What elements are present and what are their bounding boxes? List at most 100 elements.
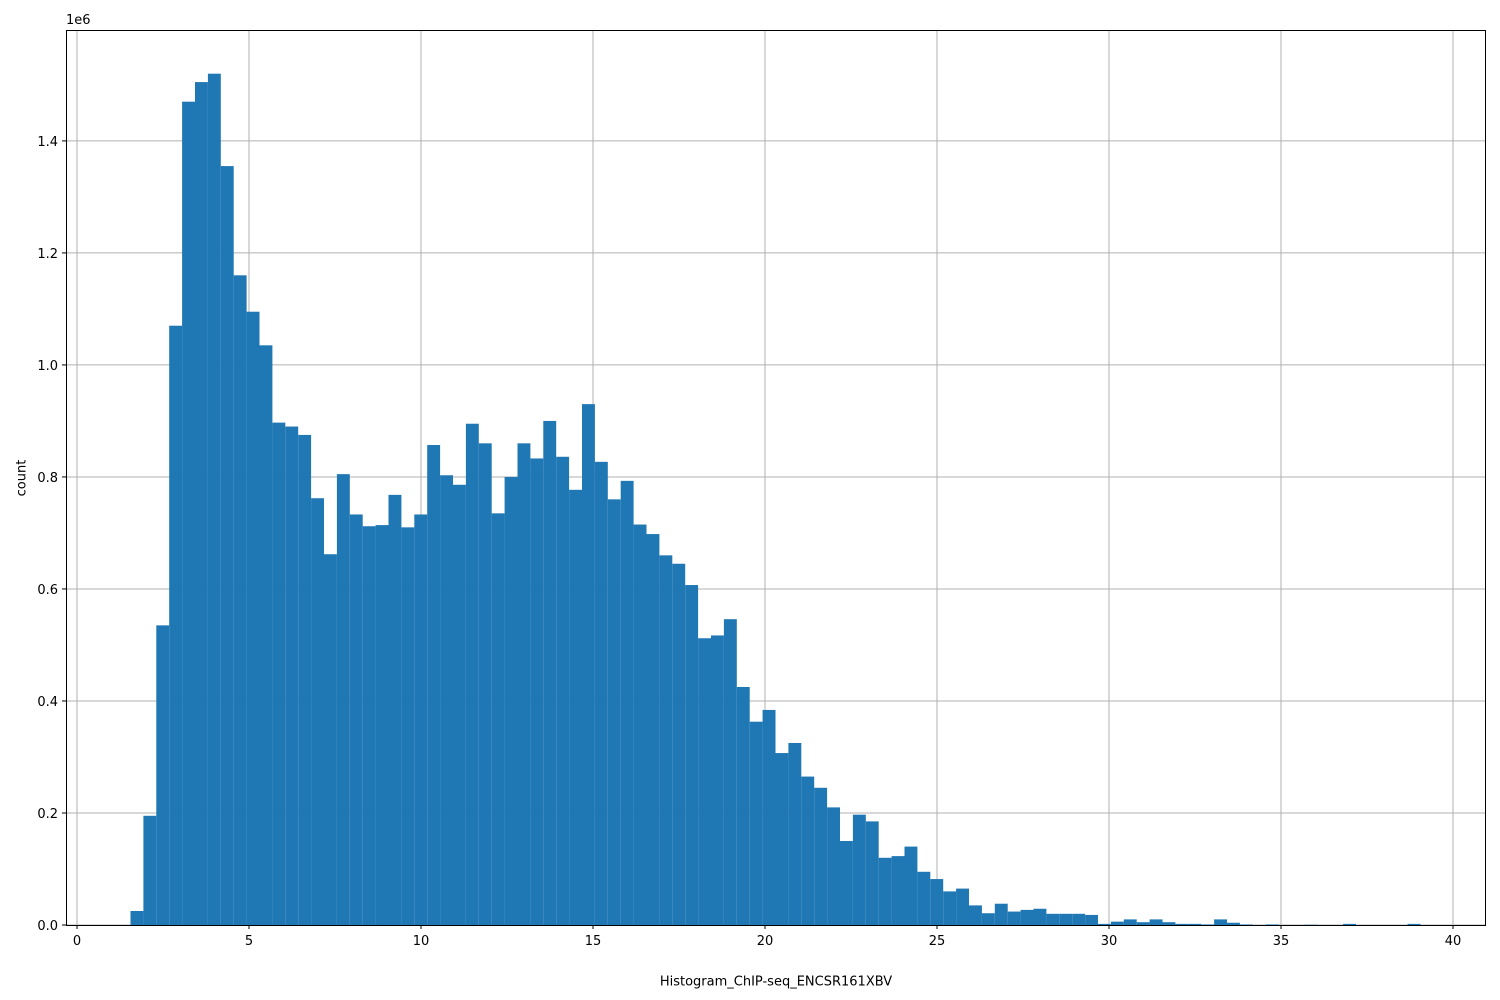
histogram-bar: [285, 426, 299, 925]
x-tick-label: 10: [413, 934, 430, 949]
x-tick-label: 20: [757, 934, 774, 949]
histogram-bar: [594, 461, 608, 925]
histogram-bar: [582, 404, 595, 926]
histogram-bar: [1123, 919, 1137, 925]
histogram-bar: [1085, 914, 1098, 925]
ticks-layer: 0 5 10 15 20 25 30 35 40 0.0 0.2 0.4 0.6 0.8 1.0 1.2 1.4: [37, 135, 1461, 949]
y-offset-label: 1e6: [66, 13, 91, 28]
histogram-bar: [336, 474, 350, 925]
histogram-bar: [723, 619, 737, 925]
histogram-bar: [736, 686, 750, 925]
histogram-bar: [827, 807, 840, 925]
histogram-bar: [1020, 909, 1034, 925]
histogram-bar: [543, 420, 557, 925]
histogram-bar: [1407, 923, 1421, 925]
histogram-bar: [1227, 922, 1240, 925]
histogram-bar: [169, 325, 183, 926]
histogram-bar: [246, 311, 260, 925]
histogram-bar: [956, 888, 969, 925]
y-tick-label: 1.0: [37, 359, 58, 374]
plot-frame: [66, 30, 1486, 926]
histogram-bar: [633, 524, 647, 925]
x-tick-label: 5: [245, 934, 253, 949]
x-tick-label: 15: [585, 934, 602, 949]
histogram-bar: [840, 840, 853, 925]
histogram-bar: [788, 742, 802, 925]
histogram-bar: [1239, 924, 1253, 925]
histogram-bar: [1214, 919, 1227, 925]
x-tick-label: 40: [1445, 934, 1462, 949]
y-axis-label: count: [15, 460, 30, 497]
histogram-bar: [1188, 923, 1202, 925]
histogram-bar: [259, 345, 273, 925]
histogram-bar: [401, 527, 415, 925]
y-tick-label: 0.4: [37, 695, 58, 710]
histogram-bar: [143, 815, 157, 925]
histogram-bar: [969, 905, 982, 925]
histogram-bar: [1201, 924, 1215, 925]
histogram-bar: [517, 443, 531, 925]
histogram-bar: [852, 814, 866, 925]
histogram-bar: [685, 585, 699, 925]
histogram-bar: [453, 484, 466, 925]
histogram-bar: [324, 554, 337, 925]
histogram-bar: [465, 423, 479, 925]
histogram-bar: [375, 525, 389, 925]
histogram-bar: [1175, 923, 1189, 925]
x-tick-label: 0: [73, 934, 81, 949]
histogram-bar: [272, 422, 286, 925]
y-tick-label: 1.4: [37, 135, 58, 150]
y-tick-label: 0.2: [37, 807, 58, 822]
histogram-bar: [130, 910, 144, 925]
y-tick-label: 0.6: [37, 583, 58, 598]
bars-layer: [130, 73, 1421, 926]
histogram-bar: [478, 443, 492, 925]
histogram-bar: [865, 821, 879, 925]
y-tick-label: 0.8: [37, 471, 58, 486]
histogram-bar: [556, 456, 570, 925]
histogram-bar: [917, 871, 931, 925]
histogram-bar: [504, 476, 518, 925]
histogram-bar: [530, 458, 544, 925]
histogram-bar: [943, 891, 957, 925]
histogram-bar: [659, 555, 673, 925]
histogram-bar: [775, 753, 789, 925]
x-axis-label: Histogram_ChIP-seq_ENCSR161XBV: [660, 975, 892, 990]
histogram-bar: [646, 534, 660, 925]
histogram-bar: [491, 513, 505, 925]
histogram-bar: [388, 494, 402, 925]
histogram-bar: [607, 499, 621, 925]
histogram-bar: [233, 275, 247, 926]
histogram-bar: [1343, 923, 1356, 925]
histogram-bar: [414, 514, 428, 925]
x-tick-label: 35: [1273, 934, 1290, 949]
histogram-bar: [1033, 908, 1047, 925]
histogram-bar: [930, 879, 944, 925]
histogram-bar: [1265, 924, 1279, 925]
histogram-bar: [1059, 913, 1073, 925]
histogram-bar: [749, 721, 763, 925]
histogram-bar: [1007, 911, 1021, 925]
histogram-bar: [1162, 922, 1176, 925]
histogram-bar: [1149, 919, 1163, 925]
histogram-bar: [878, 857, 892, 925]
histogram-bar: [1110, 921, 1124, 925]
histogram-bar: [427, 445, 441, 925]
histogram-bar: [207, 73, 221, 926]
histogram-bar: [981, 913, 995, 925]
histogram-bar: [1136, 922, 1150, 925]
histogram-bar: [994, 903, 1008, 925]
histogram-bar: [762, 709, 776, 925]
histogram-bar: [156, 625, 170, 925]
x-tick-label: 25: [929, 934, 946, 949]
histogram-bar: [711, 635, 724, 925]
histogram-bar: [814, 787, 828, 925]
histogram-bar: [1072, 913, 1086, 925]
x-tick-label: 30: [1101, 934, 1118, 949]
y-tick-label: 1.2: [37, 247, 58, 262]
histogram-bar: [182, 101, 195, 925]
histogram-bar: [672, 563, 686, 925]
histogram-bar: [620, 480, 634, 925]
